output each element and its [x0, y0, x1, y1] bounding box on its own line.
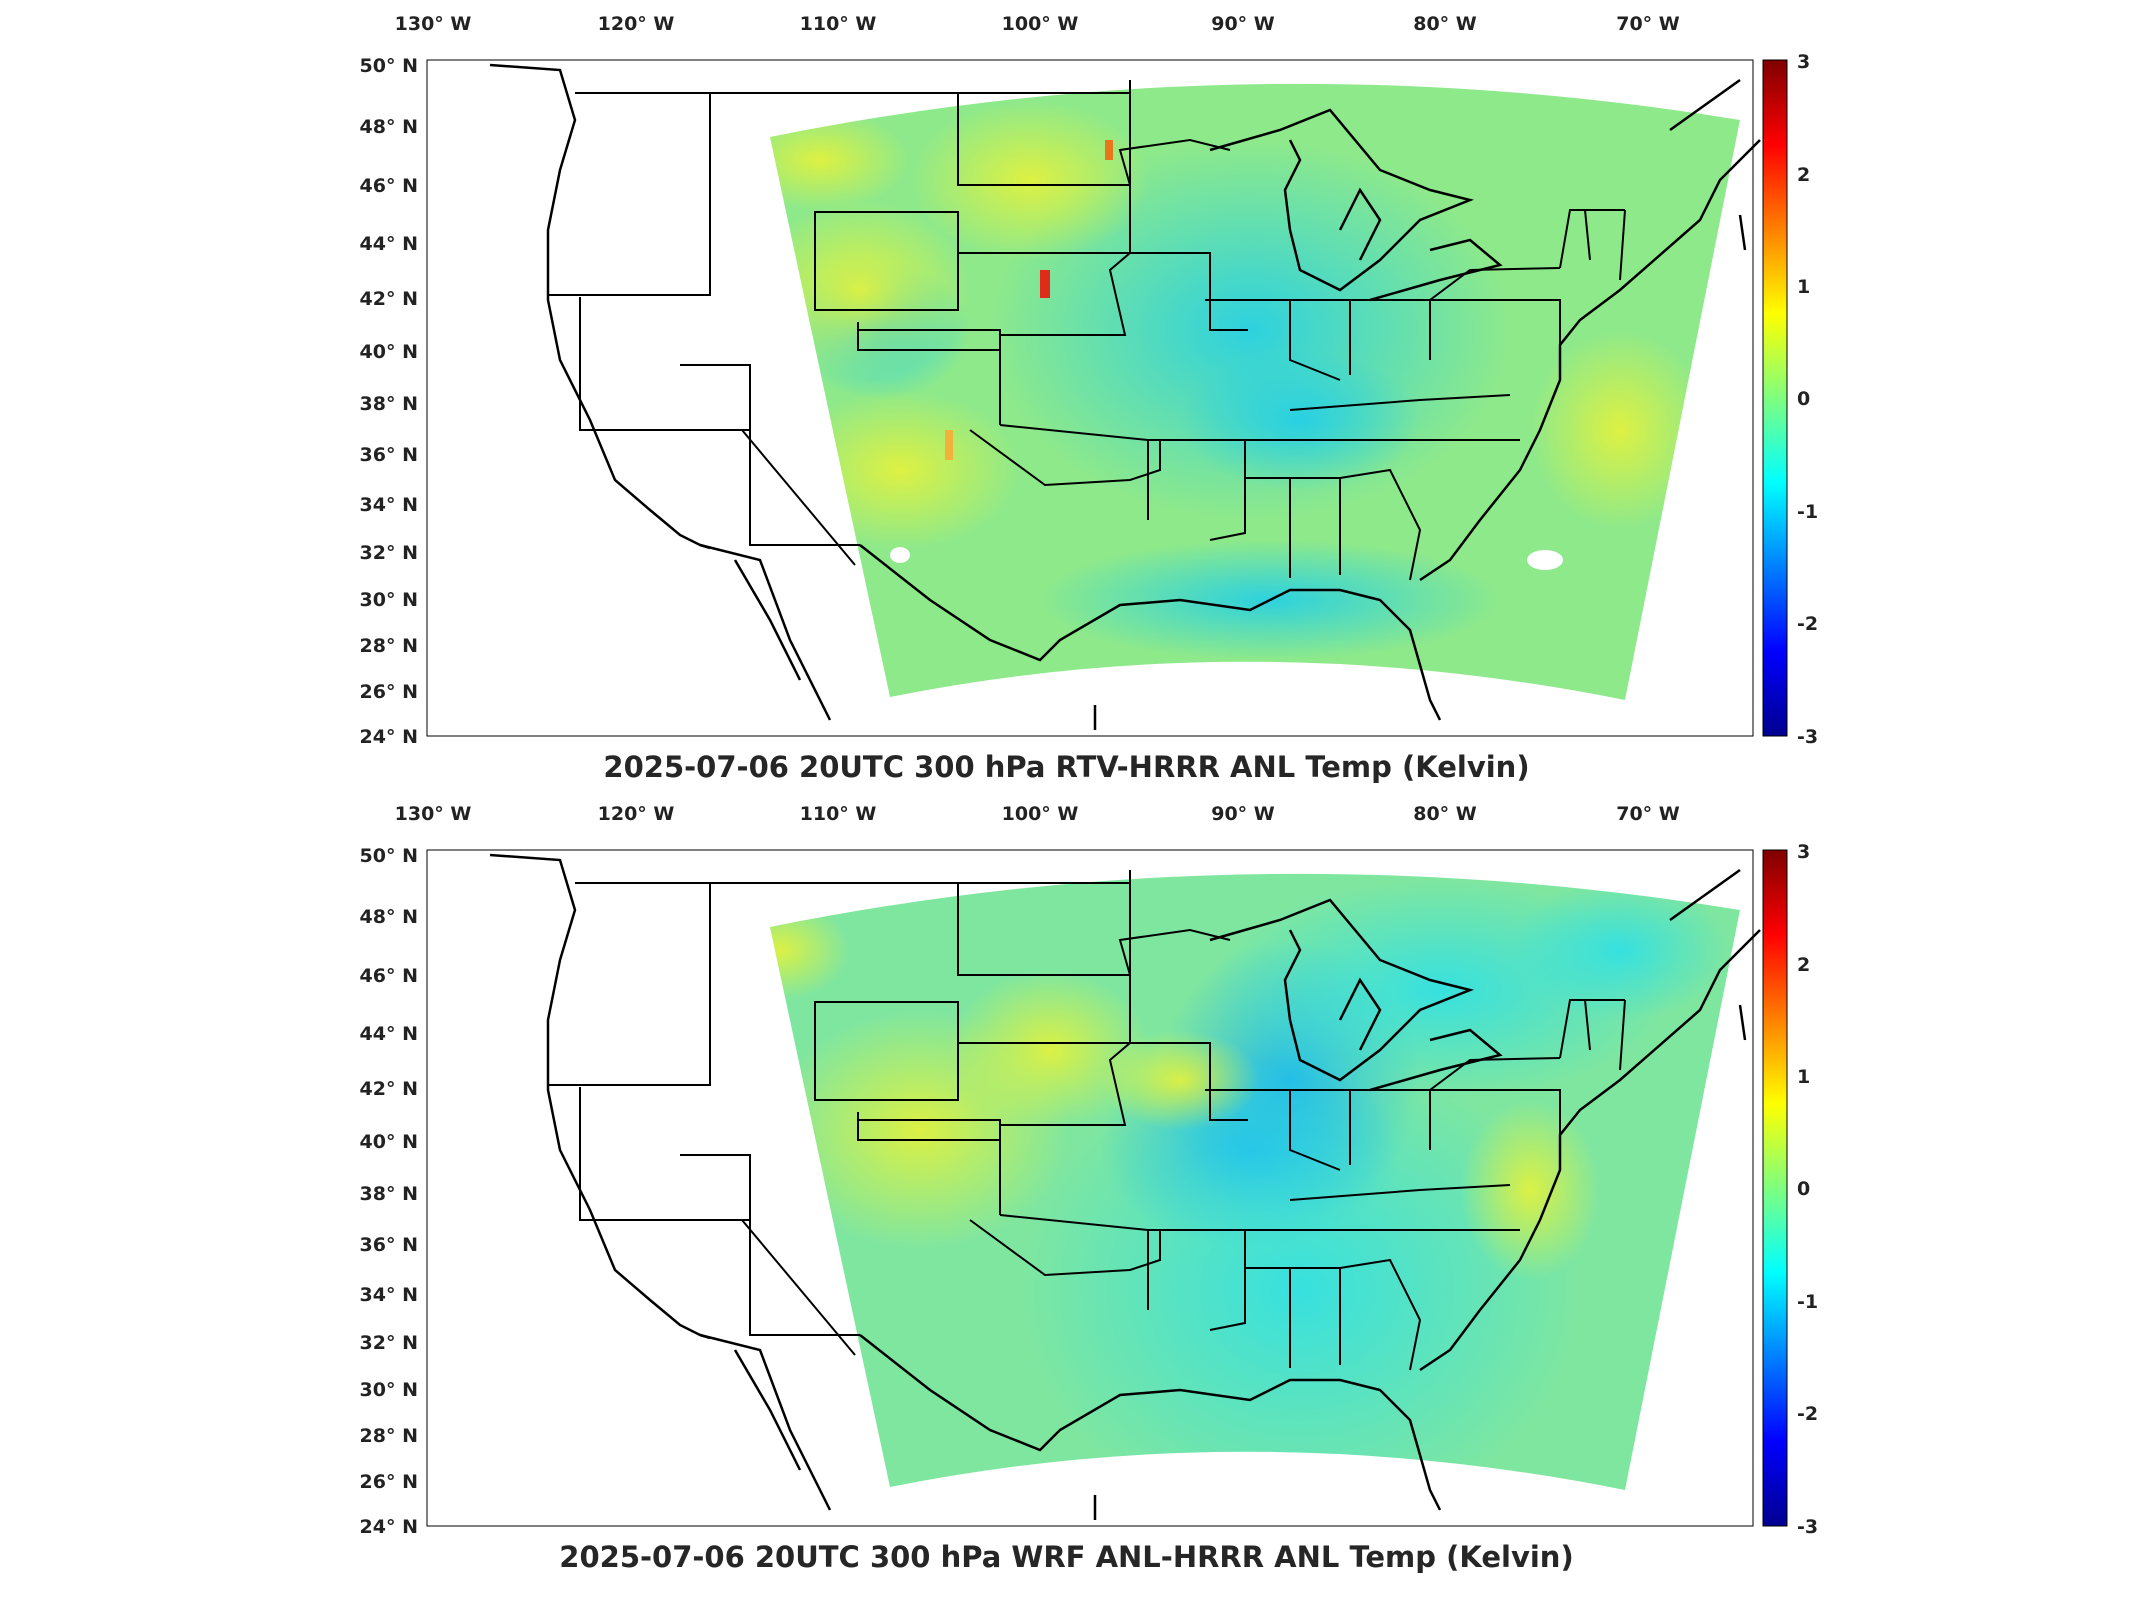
lat-tick: 42° N [360, 1078, 418, 1100]
lat-tick: 40° N [360, 1131, 418, 1153]
lat-tick: 50° N [360, 55, 418, 77]
lat-tick-labels: 50° N 48° N 46° N 44° N 42° N 40° N 38° … [360, 55, 418, 748]
lat-tick: 28° N [360, 635, 418, 657]
lat-tick: 34° N [360, 1284, 418, 1306]
lat-tick: 44° N [360, 233, 418, 255]
lon-tick: 130° W [395, 13, 472, 35]
lon-tick: 80° W [1413, 803, 1477, 825]
colorbar-tick: 0 [1797, 388, 1810, 410]
lon-tick-labels: 130° W 120° W 110° W 100° W 90° W 80° W … [395, 13, 1680, 35]
lat-tick: 46° N [360, 175, 418, 197]
lon-tick: 120° W [598, 13, 675, 35]
colorbar-tick: 3 [1797, 51, 1810, 73]
panel-1-title: 2025-07-06 20UTC 300 hPa RTV-HRRR ANL Te… [603, 750, 1530, 784]
temperature-difference-field [770, 873, 1740, 1491]
panel-2-title: 2025-07-06 20UTC 300 hPa WRF ANL-HRRR AN… [559, 1540, 1574, 1574]
coastline [489, 853, 1761, 1520]
lon-tick: 70° W [1616, 13, 1680, 35]
lat-tick: 46° N [360, 965, 418, 987]
colorbar-tick: 2 [1797, 164, 1810, 186]
lat-tick: 24° N [360, 726, 418, 748]
lon-tick: 90° W [1211, 803, 1275, 825]
lat-tick: 50° N [360, 845, 418, 867]
lat-tick: 38° N [360, 1183, 418, 1205]
lat-tick: 36° N [360, 444, 418, 466]
lat-tick: 40° N [360, 341, 418, 363]
lat-tick: 32° N [360, 1332, 418, 1354]
colorbar-tick: -3 [1797, 1516, 1818, 1538]
map-panel-2: 130° W 120° W 110° W 100° W 90° W 80° W … [360, 803, 1819, 1538]
lon-tick: 80° W [1413, 13, 1477, 35]
lon-tick: 100° W [1002, 803, 1079, 825]
lon-tick: 130° W [395, 803, 472, 825]
colorbar-tick: 3 [1797, 841, 1810, 863]
lon-tick-labels: 130° W 120° W 110° W 100° W 90° W 80° W … [395, 803, 1680, 825]
colorbar-tick: 1 [1797, 276, 1810, 298]
lat-tick: 26° N [360, 1471, 418, 1493]
colorbar-tick: -1 [1797, 501, 1818, 523]
colorbar-tick: -3 [1797, 726, 1818, 748]
colorbar-tick: 1 [1797, 1066, 1810, 1088]
state-boundaries [548, 80, 1626, 581]
lat-tick: 24° N [360, 1516, 418, 1538]
colorbar: 3 2 1 0 -1 -2 -3 [1762, 51, 1818, 748]
lat-tick-labels: 50° N 48° N 46° N 44° N 42° N 40° N 38° … [360, 845, 418, 1538]
lon-tick: 110° W [800, 13, 877, 35]
lat-tick: 48° N [360, 116, 418, 138]
lat-tick: 36° N [360, 1234, 418, 1256]
lat-tick: 44° N [360, 1023, 418, 1045]
lon-tick: 90° W [1211, 13, 1275, 35]
lon-tick: 70° W [1616, 803, 1680, 825]
colorbar-tick: -2 [1797, 613, 1818, 635]
colorbar-tick: 0 [1797, 1178, 1810, 1200]
lat-tick: 32° N [360, 542, 418, 564]
lon-tick: 120° W [598, 803, 675, 825]
lat-tick: 38° N [360, 393, 418, 415]
colorbar-tick: -1 [1797, 1291, 1818, 1313]
map-panel-1: 130° W 120° W 110° W 100° W 90° W 80° W … [360, 13, 1819, 748]
colorbar-tick: 2 [1797, 954, 1810, 976]
colorbar-tick: -2 [1797, 1403, 1818, 1425]
state-boundaries [548, 870, 1626, 1371]
lat-tick: 28° N [360, 1425, 418, 1447]
lat-tick: 30° N [360, 1379, 418, 1401]
lat-tick: 30° N [360, 589, 418, 611]
lon-tick: 110° W [800, 803, 877, 825]
lon-tick: 100° W [1002, 13, 1079, 35]
lat-tick: 48° N [360, 906, 418, 928]
lat-tick: 26° N [360, 681, 418, 703]
colorbar: 3 2 1 0 -1 -2 -3 [1762, 841, 1818, 1538]
lat-tick: 34° N [360, 494, 418, 516]
coastline [489, 63, 1761, 730]
lat-tick: 42° N [360, 288, 418, 310]
